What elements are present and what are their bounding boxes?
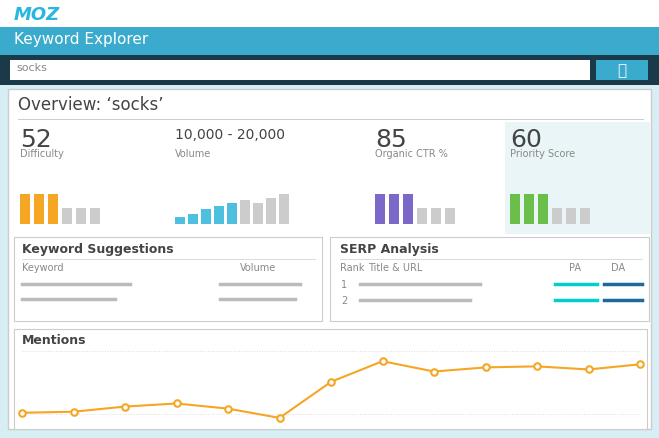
Bar xyxy=(0,0,659,28)
Point xyxy=(532,363,542,370)
Text: Keyword: Keyword xyxy=(22,262,63,272)
Bar xyxy=(76,208,86,225)
Bar xyxy=(48,194,58,225)
Point xyxy=(223,405,233,412)
Bar xyxy=(524,194,534,225)
Bar xyxy=(279,194,289,225)
Bar xyxy=(389,194,399,225)
Text: ⌕: ⌕ xyxy=(617,63,627,78)
Point xyxy=(120,403,130,410)
Text: Keyword Explorer: Keyword Explorer xyxy=(14,32,148,47)
Bar xyxy=(34,194,44,225)
Bar xyxy=(510,194,520,225)
Text: MOZ: MOZ xyxy=(14,6,60,24)
Text: Title & URL: Title & URL xyxy=(368,262,422,272)
Bar xyxy=(330,237,649,321)
Text: 10,000 - 20,000: 10,000 - 20,000 xyxy=(175,128,285,141)
Text: Mentions: Mentions xyxy=(22,333,86,346)
Text: 60: 60 xyxy=(510,128,542,152)
Bar xyxy=(227,204,237,225)
Bar xyxy=(552,208,562,225)
Bar xyxy=(201,209,211,225)
Text: Volume: Volume xyxy=(240,262,276,272)
Point xyxy=(583,366,594,373)
Bar xyxy=(62,208,72,225)
Text: Organic CTR %: Organic CTR % xyxy=(375,148,448,159)
Text: Overview: ‘socks’: Overview: ‘socks’ xyxy=(18,96,163,114)
Point xyxy=(326,378,336,385)
Point xyxy=(429,368,440,375)
Bar xyxy=(375,194,385,225)
Text: 1: 1 xyxy=(341,279,347,290)
Bar xyxy=(0,56,659,86)
Point xyxy=(274,414,285,421)
Bar xyxy=(445,208,455,225)
Bar xyxy=(0,28,659,56)
Bar xyxy=(175,218,185,225)
Bar xyxy=(253,204,263,225)
Bar xyxy=(403,194,413,225)
Text: Difficulty: Difficulty xyxy=(20,148,64,159)
Point xyxy=(69,408,79,415)
Bar xyxy=(266,198,276,225)
Point xyxy=(16,409,27,416)
Text: socks: socks xyxy=(16,63,47,73)
Bar xyxy=(580,208,590,225)
Bar xyxy=(505,123,650,234)
Bar xyxy=(10,61,590,81)
Bar xyxy=(566,208,576,225)
Point xyxy=(635,361,645,368)
Text: Keyword Suggestions: Keyword Suggestions xyxy=(22,243,173,255)
Point xyxy=(480,364,491,371)
Text: Priority Score: Priority Score xyxy=(510,148,575,159)
Bar xyxy=(20,194,30,225)
Text: 52: 52 xyxy=(20,128,52,152)
Text: PA: PA xyxy=(569,262,581,272)
Bar xyxy=(188,215,198,225)
Bar xyxy=(214,207,224,225)
Text: 85: 85 xyxy=(375,128,407,152)
Bar xyxy=(240,201,250,225)
Text: SERP Analysis: SERP Analysis xyxy=(340,243,439,255)
Bar xyxy=(8,90,651,429)
Bar xyxy=(596,61,648,81)
Point xyxy=(377,358,387,365)
Bar xyxy=(14,329,647,429)
Point xyxy=(171,400,182,407)
Bar xyxy=(90,208,100,225)
Bar xyxy=(14,237,322,321)
Bar xyxy=(431,208,441,225)
Text: DA: DA xyxy=(611,262,625,272)
Text: Volume: Volume xyxy=(175,148,212,159)
Bar xyxy=(417,208,427,225)
Bar xyxy=(538,194,548,225)
Text: Rank: Rank xyxy=(340,262,364,272)
Text: 2: 2 xyxy=(341,295,347,305)
